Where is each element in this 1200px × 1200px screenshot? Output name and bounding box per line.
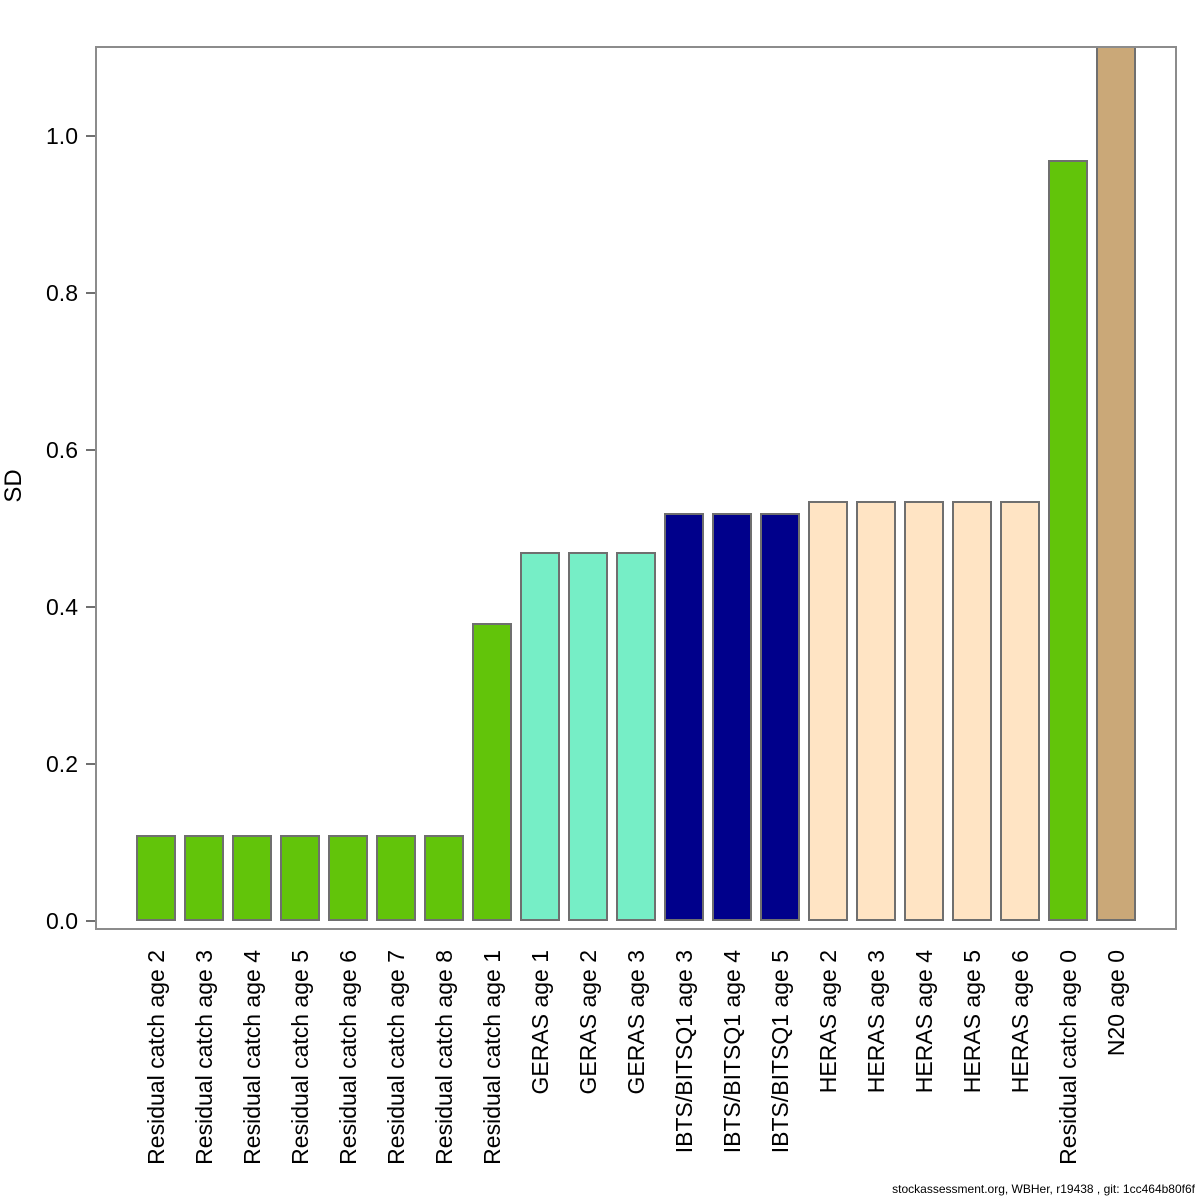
x-axis-label: IBTS/BITSQ1 age 3 (671, 950, 697, 1154)
y-axis-tick (86, 135, 95, 137)
y-axis-tick-label: 0.0 (46, 908, 78, 934)
bar (952, 501, 992, 921)
bar (616, 552, 656, 921)
bar (664, 513, 704, 921)
x-axis-label: Residual catch age 6 (335, 950, 361, 1165)
x-axis-label: Residual catch age 1 (479, 950, 505, 1165)
bar (280, 835, 320, 921)
y-axis-tick (86, 763, 95, 765)
x-axis-label: Residual catch age 0 (1055, 950, 1081, 1165)
x-axis-label: Residual catch age 8 (431, 950, 457, 1165)
bar (328, 835, 368, 921)
bar (520, 552, 560, 921)
x-axis-label: GERAS age 1 (527, 950, 553, 1095)
y-axis-tick (86, 292, 95, 294)
x-axis-label: IBTS/BITSQ1 age 5 (767, 950, 793, 1154)
bar (1048, 160, 1088, 921)
bar (424, 835, 464, 921)
bar (136, 835, 176, 921)
bar (712, 513, 752, 921)
bar (760, 513, 800, 921)
bar (1096, 46, 1136, 921)
y-axis-tick-label: 0.8 (46, 280, 78, 306)
bar (232, 835, 272, 921)
bar (1000, 501, 1040, 921)
x-axis-label: GERAS age 2 (575, 950, 601, 1095)
bar (568, 552, 608, 921)
y-axis-tick-label: 1.0 (46, 123, 78, 149)
x-axis-label: Residual catch age 3 (191, 950, 217, 1165)
x-axis-label: HERAS age 5 (959, 950, 985, 1094)
x-axis-label: Residual catch age 7 (383, 950, 409, 1165)
x-axis-label: Residual catch age 4 (239, 950, 265, 1165)
bar (856, 501, 896, 921)
x-axis-label: IBTS/BITSQ1 age 4 (719, 950, 745, 1154)
x-axis-label: Residual catch age 2 (143, 950, 169, 1165)
y-axis-tick-label: 0.6 (46, 437, 78, 463)
y-axis-tick (86, 449, 95, 451)
x-axis-label: HERAS age 6 (1007, 950, 1033, 1094)
y-axis-tick-label: 0.4 (46, 594, 78, 620)
x-axis-label: HERAS age 4 (911, 950, 937, 1094)
y-axis-tick-label: 0.2 (46, 751, 78, 777)
x-axis-label: GERAS age 3 (623, 950, 649, 1095)
bar (184, 835, 224, 921)
bar (904, 501, 944, 921)
footer-caption: stockassessment.org, WBHer, r19438 , git… (892, 1182, 1195, 1196)
x-axis-label: N20 age 0 (1103, 950, 1129, 1057)
x-axis-label: HERAS age 3 (863, 950, 889, 1094)
bar (376, 835, 416, 921)
x-axis-label: HERAS age 2 (815, 950, 841, 1094)
y-axis-tick (86, 606, 95, 608)
bar (472, 623, 512, 921)
x-axis-label: Residual catch age 5 (287, 950, 313, 1165)
y-axis-title: SD (0, 469, 27, 503)
y-axis-tick (86, 920, 95, 922)
bar (808, 501, 848, 921)
